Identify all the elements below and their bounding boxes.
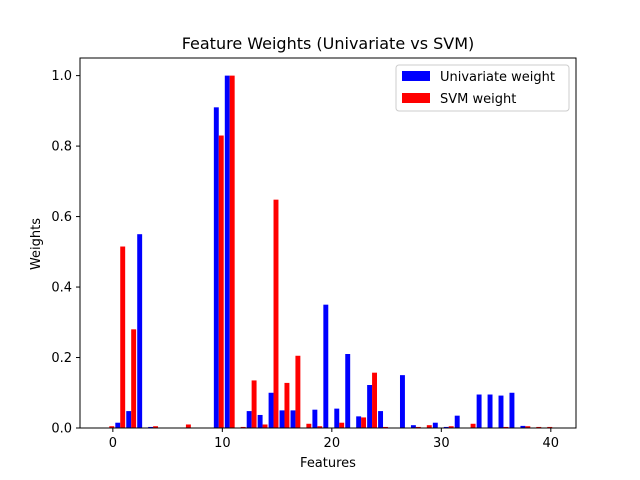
legend-swatch <box>402 71 430 81</box>
legend-box <box>395 64 570 112</box>
y-tick-label: 0.4 <box>51 281 72 296</box>
bar-series-2 <box>361 417 367 428</box>
bar-series-1 <box>334 408 340 428</box>
bar-series-2 <box>229 75 235 429</box>
bar-series-1 <box>148 426 154 428</box>
bar-series-1 <box>509 392 515 428</box>
bar-series-1 <box>290 410 296 428</box>
bar-series-1 <box>520 425 526 428</box>
bar-series-1 <box>432 422 438 428</box>
y-tick-label: 0.2 <box>51 351 72 366</box>
legend-swatch <box>402 93 430 103</box>
bar-series-1 <box>498 395 504 428</box>
legend-label: Univariate weight <box>440 70 555 85</box>
bar-series-1 <box>246 411 252 428</box>
x-axis-label: Features <box>300 456 356 471</box>
bar-series-1 <box>454 415 460 428</box>
x-tick-label: 40 <box>543 436 560 451</box>
bar-series-1 <box>410 425 416 428</box>
bar-series-2 <box>383 426 388 428</box>
bar-series-2 <box>547 426 553 428</box>
bar-series-2 <box>503 426 509 428</box>
chart-title: Feature Weights (Univariate vs SVM) <box>182 34 475 53</box>
bar-series-2 <box>448 426 454 428</box>
bar-series-2 <box>131 329 137 428</box>
legend-label: SVM weight <box>440 92 516 107</box>
bar-series-1 <box>126 411 132 428</box>
bar-series-1 <box>378 411 384 428</box>
y-tick-label: 1.0 <box>51 69 72 84</box>
bar-series-2 <box>218 135 224 428</box>
bar-series-1 <box>323 304 329 428</box>
bar-series-1 <box>356 416 362 428</box>
bar-series-1 <box>213 107 219 428</box>
y-axis-ticks: 0.0 0.2 0.4 0.6 0.8 1.0 <box>51 69 80 437</box>
bar-series-2 <box>470 423 476 428</box>
bar-series-1 <box>345 354 351 428</box>
bar-series-2 <box>284 382 290 428</box>
bar-series-2 <box>317 426 323 428</box>
bar-series-2 <box>240 426 246 428</box>
bar-series-2 <box>536 426 542 428</box>
bar-series-2 <box>153 426 159 428</box>
plot-frame <box>79 57 577 429</box>
bar-series-2 <box>273 199 279 428</box>
bar-series-2 <box>372 372 377 428</box>
bar-series-1 <box>257 414 263 428</box>
x-axis-ticks: 0 10 20 30 40 <box>109 428 559 451</box>
bar-series-1 <box>224 75 230 429</box>
bar-series-1 <box>115 422 121 428</box>
bar-series-1 <box>137 234 143 428</box>
bar-series-2 <box>339 422 345 428</box>
bar-series-2 <box>251 380 257 428</box>
bar-series-2 <box>185 424 191 428</box>
y-tick-label: 0.0 <box>51 422 72 437</box>
bar-series-1 <box>268 392 274 428</box>
bar-series-1 <box>279 410 285 428</box>
bar-series-1 <box>487 394 493 428</box>
bar-series-1 <box>399 375 405 428</box>
bar-series-1 <box>443 426 449 428</box>
y-tick-label: 0.8 <box>51 140 72 155</box>
x-tick-label: 10 <box>214 436 231 451</box>
x-tick-label: 20 <box>324 436 341 451</box>
x-tick-label: 30 <box>433 436 450 451</box>
bar-series-2 <box>415 426 421 428</box>
bar-series-2 <box>120 246 126 428</box>
y-tick-label: 0.6 <box>51 210 72 225</box>
bar-series-1 <box>312 409 318 428</box>
bar-series-2 <box>109 426 115 428</box>
y-axis-label: Weights <box>29 218 44 270</box>
bar-series-2 <box>306 423 312 428</box>
x-tick-label: 0 <box>109 436 117 451</box>
bars <box>109 75 553 429</box>
bar-series-2 <box>262 424 268 428</box>
bar-series-2 <box>295 355 301 428</box>
bar-series-1 <box>367 385 373 428</box>
legend: Univariate weight SVM weight <box>395 64 570 112</box>
bar-series-2 <box>525 426 531 428</box>
bar-series-1 <box>476 394 482 428</box>
bar-series-2 <box>426 425 432 428</box>
